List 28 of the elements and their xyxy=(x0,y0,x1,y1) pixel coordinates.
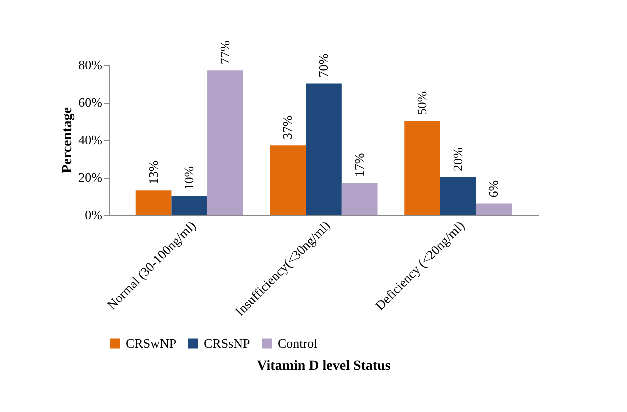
data-label: 13% xyxy=(146,160,161,185)
y-tick-label: 20% xyxy=(78,170,103,185)
data-label: 70% xyxy=(316,54,331,78)
y-axis-title: Percentage xyxy=(60,108,76,174)
legend-label: CRSwNP xyxy=(126,336,177,351)
legend-label: Control xyxy=(278,336,318,351)
data-label: 6% xyxy=(486,180,502,198)
bar xyxy=(306,84,342,215)
data-label: 20% xyxy=(450,148,466,172)
y-tick-label: 40% xyxy=(78,132,103,148)
data-label: 17% xyxy=(352,153,367,178)
y-tick-label: 60% xyxy=(78,95,103,110)
data-label: 10% xyxy=(182,166,197,190)
x-axis-title: Vitamin D level Status xyxy=(257,359,392,374)
bar xyxy=(342,183,378,215)
legend-label: CRSsNP xyxy=(204,336,250,351)
bar xyxy=(208,70,244,215)
y-tick-label: 0% xyxy=(85,208,103,222)
y-tick-label: 80% xyxy=(78,58,103,72)
data-label: 77% xyxy=(217,40,232,65)
bar xyxy=(476,204,512,215)
bar xyxy=(172,196,208,215)
bar xyxy=(404,121,440,215)
bar xyxy=(136,190,172,215)
bar xyxy=(270,146,306,215)
bar xyxy=(440,178,476,215)
data-label: 50% xyxy=(414,91,430,116)
data-label: 37% xyxy=(280,116,296,140)
